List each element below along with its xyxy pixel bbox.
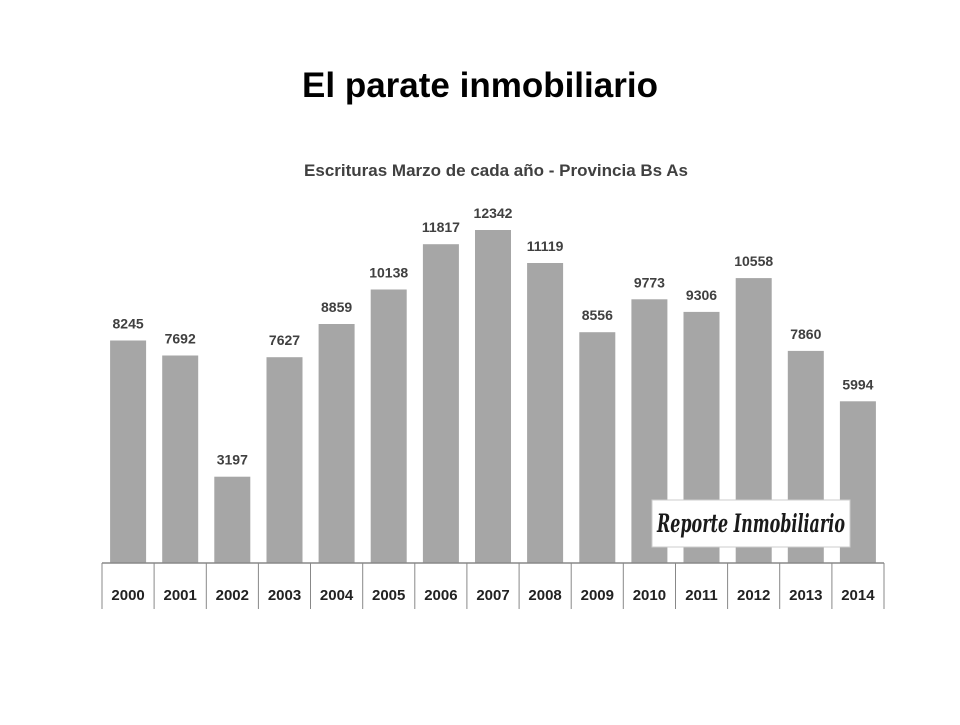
value-label-2001: 7692 [165,331,196,347]
x-tick-label-2000: 2000 [111,587,144,604]
bar-2001 [162,355,199,563]
bar-2006 [422,244,459,563]
x-tick-label-2010: 2010 [633,587,666,604]
x-tick-label-2011: 2011 [685,587,718,604]
chart-title: Escrituras Marzo de cada año - Provincia… [304,161,688,180]
watermark-logo: Reporte Inmobiliario [651,499,851,548]
value-label-2014: 5994 [842,376,873,392]
bar-2007 [475,230,511,563]
bar-2000 [110,340,147,563]
x-axis [101,562,885,609]
x-tick-label-2013: 2013 [789,587,822,604]
watermark-box [651,499,851,548]
value-label-2002: 3197 [217,452,248,468]
bar-2008 [527,263,564,563]
x-tick-label-2006: 2006 [424,587,457,604]
x-tick-label-2004: 2004 [320,587,354,604]
x-tick-label-2014: 2014 [841,587,875,604]
x-tick-label-2001: 2001 [164,587,197,604]
bar-2002 [214,476,251,563]
x-tick-label-2002: 2002 [216,587,249,604]
value-label-2006: 11817 [422,219,460,235]
value-label-2010: 9773 [634,274,665,290]
bar-2003 [266,357,303,563]
value-label-2004: 8859 [321,299,352,315]
watermark-text: Reporte Inmobiliario [656,509,845,538]
x-tick-label-2007: 2007 [476,587,509,604]
value-label-2011: 9306 [686,287,717,303]
x-tick-label-2008: 2008 [528,587,561,604]
value-label-2005: 10138 [369,265,408,281]
x-tick-label-2012: 2012 [737,587,770,604]
x-tick-label-2005: 2005 [372,587,405,604]
x-tick-label-2009: 2009 [581,587,614,604]
value-label-2000: 8245 [113,316,144,332]
value-label-2008: 11119 [527,238,564,254]
value-label-2012: 10558 [734,253,773,269]
value-label-2013: 7860 [790,326,821,342]
x-tick-label-2003: 2003 [268,587,301,604]
value-label-2007: 12342 [474,205,513,221]
value-labels-group: 8245 7692 3197 7627 8859 10138 11817 12342 11119… [113,205,874,468]
value-label-2003: 7627 [269,332,300,348]
bar-2004 [318,324,355,563]
slide-title: El parate inmobiliario [302,66,658,105]
value-label-2009: 8556 [582,307,613,323]
x-tick-labels-group: 2000 2001 2002 2003 2004 2005 2006 2007 2008 2009… [111,587,875,604]
bar-2005 [370,289,407,563]
bar-2009 [579,332,616,563]
